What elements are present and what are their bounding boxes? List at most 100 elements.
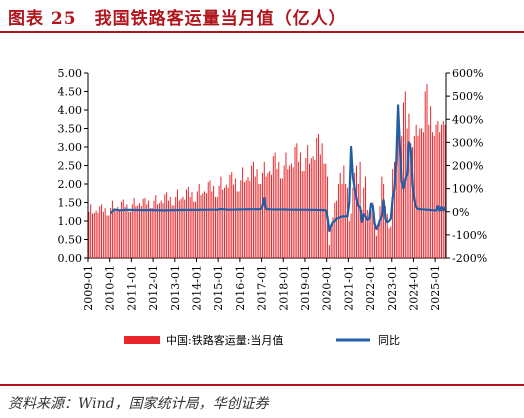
bar [196, 191, 198, 258]
legend-bar-label: 中国:铁路客运量:当月值 [166, 333, 283, 347]
bar [240, 180, 242, 258]
bar [430, 106, 432, 258]
x-axis-tick-label: 2021-01 [342, 265, 355, 311]
bar [321, 143, 323, 258]
bar [104, 208, 106, 258]
bar [238, 191, 240, 258]
bar [316, 137, 318, 258]
bar [234, 178, 236, 258]
bar [124, 206, 126, 258]
bar [410, 143, 412, 258]
bar [149, 208, 151, 258]
bar [171, 205, 173, 258]
bar [126, 204, 128, 258]
bar [354, 172, 356, 258]
bar [97, 212, 99, 258]
bar [301, 171, 303, 258]
bar [117, 206, 119, 258]
bar [397, 135, 399, 258]
bar [249, 181, 251, 258]
bar [193, 201, 195, 258]
right-axis-tick-label: 400% [452, 113, 483, 126]
bar [424, 91, 426, 258]
right-axis-tick-label: 600% [452, 67, 483, 80]
yoy-line [109, 104, 447, 233]
bar [287, 169, 289, 258]
bar [160, 200, 162, 258]
figure-source: 资料来源：Wind，国家统计局，华创证券 [8, 396, 269, 412]
bar [108, 215, 110, 258]
bar [435, 124, 437, 258]
x-axis-tick-label: 2017-01 [256, 265, 269, 311]
bar [229, 174, 231, 258]
bar [375, 235, 377, 258]
bar [384, 206, 386, 258]
bar [256, 169, 258, 258]
bar [139, 203, 141, 258]
bar [412, 147, 414, 258]
x-axis-tick-label: 2015-01 [212, 265, 225, 311]
bar [167, 200, 169, 258]
left-axis-tick-label: 3.50 [58, 123, 83, 136]
bar [348, 221, 350, 258]
bar [442, 121, 444, 258]
bar [274, 152, 276, 258]
left-axis-tick-label: 1.00 [58, 215, 83, 228]
x-axis-tick-label: 2011-01 [125, 265, 138, 311]
bar [211, 191, 213, 258]
bar [184, 199, 186, 258]
bar [294, 147, 296, 258]
bar [131, 204, 133, 258]
bar [111, 200, 113, 258]
legend-bar-swatch [124, 336, 160, 344]
bar [186, 189, 188, 258]
bar [299, 152, 301, 258]
bar [328, 245, 330, 258]
x-axis-tick-label: 2010-01 [104, 265, 117, 311]
bar [214, 196, 216, 258]
x-axis-tick-label: 2009-01 [82, 265, 95, 311]
bar [236, 191, 238, 258]
bar [292, 167, 294, 258]
bar [191, 192, 193, 258]
bar [267, 172, 269, 258]
bar [187, 186, 189, 258]
bar [120, 201, 122, 258]
bar [102, 211, 104, 258]
bar [137, 205, 139, 258]
bar [415, 124, 417, 258]
bar [271, 174, 273, 258]
bar [153, 200, 155, 258]
figure-title: 图表 25 我国铁路客运量当月值（亿人） [8, 9, 347, 29]
bar [133, 198, 135, 258]
bar [242, 167, 244, 258]
bar [110, 208, 112, 258]
bar [189, 196, 191, 258]
bar [310, 158, 312, 258]
bar [224, 187, 225, 258]
bar [343, 165, 345, 258]
bar [421, 128, 423, 258]
bar [433, 135, 435, 258]
bar [178, 200, 180, 258]
right-axis-tick-label: 100% [452, 183, 483, 196]
bar [341, 184, 343, 258]
x-axis-tick-label: 2022-01 [364, 265, 377, 311]
bar [222, 189, 224, 258]
bar [368, 213, 370, 258]
bar [260, 184, 262, 258]
left-axis-tick-label: 0.50 [58, 234, 83, 247]
bar [372, 202, 374, 258]
bar [220, 176, 222, 258]
bar [345, 184, 347, 258]
bar [140, 206, 142, 258]
right-axis-tick-label: 500% [452, 90, 483, 103]
bar [177, 189, 178, 258]
bar [166, 192, 168, 258]
bar [393, 161, 395, 258]
bar [265, 176, 267, 258]
x-axis-tick-label: 2016-01 [234, 265, 247, 311]
bar [439, 132, 441, 258]
bar [406, 128, 408, 258]
x-axis-tick-label: 2023-01 [386, 265, 399, 311]
